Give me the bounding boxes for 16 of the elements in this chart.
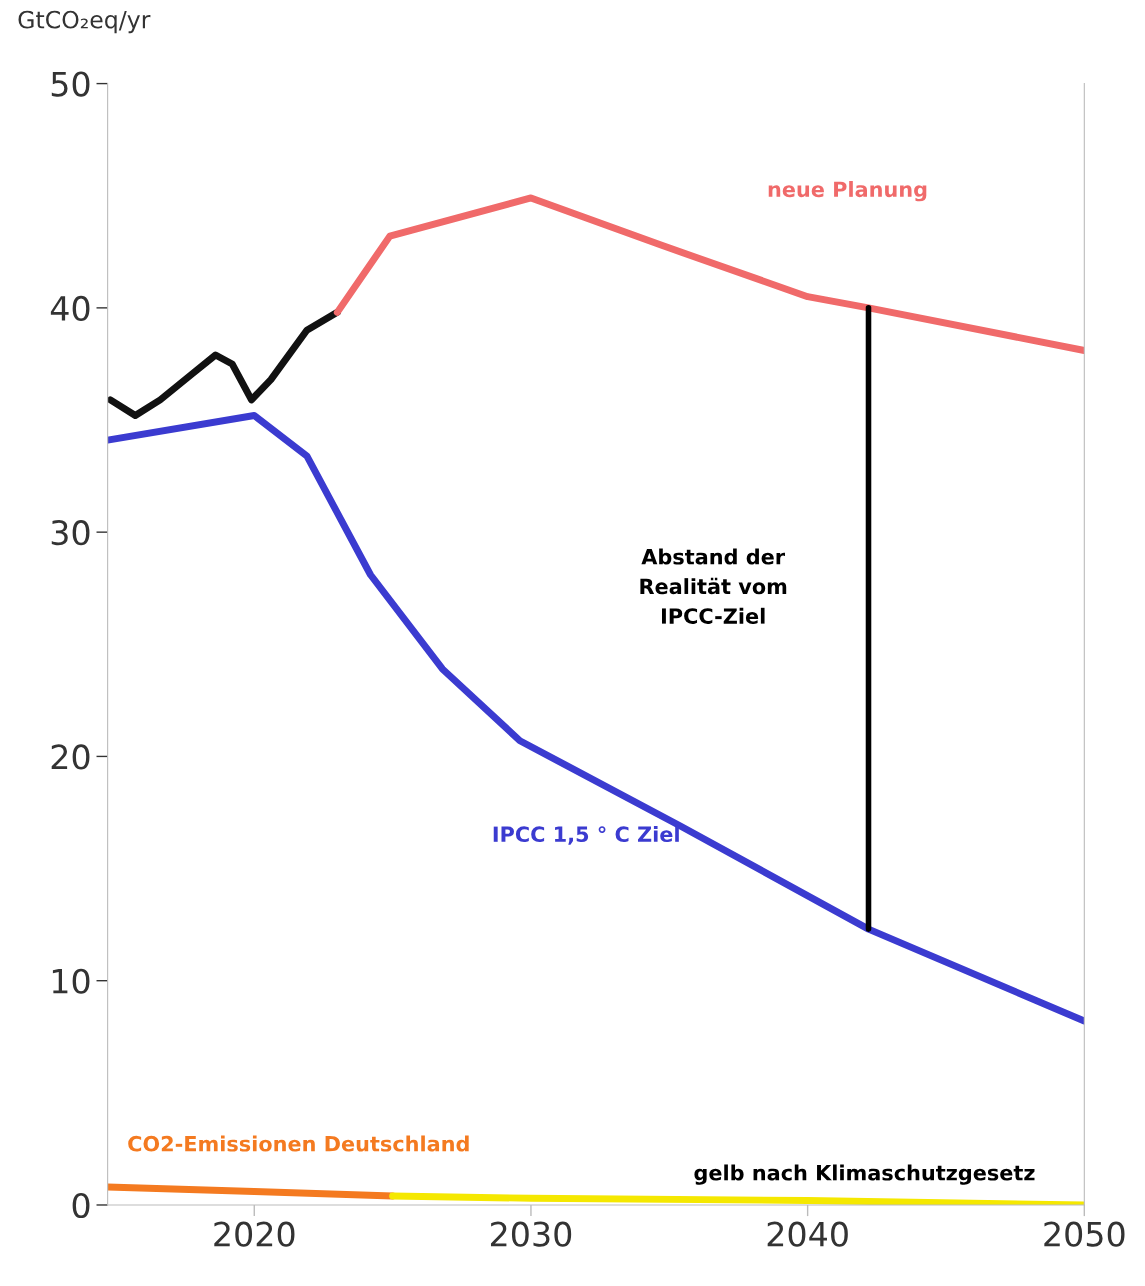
series-label: CO2-Emissionen Deutschland: [128, 1135, 469, 1152]
x-tick-label: 2040: [767, 1221, 848, 1247]
y-tick-label: 0: [72, 1192, 90, 1219]
y-tick-label: 20: [51, 744, 90, 770]
series-label: IPCC 1,5 ° C Ziel: [493, 825, 679, 845]
text: neue Planung: [768, 181, 927, 202]
y-tick-label: 40: [50, 295, 90, 322]
x-tick-label: 2030: [490, 1221, 572, 1247]
y-tick-label: 50: [51, 71, 90, 97]
annotation: Abstand der Realität vom IPCC-Ziel: [640, 548, 787, 624]
y-tick-label: 30: [51, 520, 90, 546]
y-tick-label: 10: [52, 968, 90, 994]
x-tick-label: 2050: [1044, 1221, 1125, 1247]
y-axis-title: GtCO₂eq/yr: [18, 10, 151, 34]
x-tick-label: 2020: [214, 1221, 295, 1247]
series-label: gelb nach Klimaschutzgesetz: [694, 1164, 1035, 1185]
